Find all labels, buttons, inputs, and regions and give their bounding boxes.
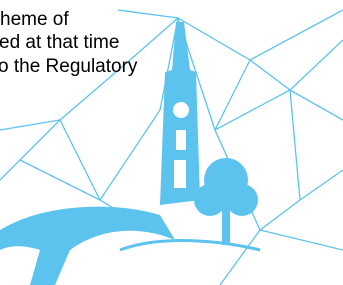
text-line: o the Regulatory [0, 56, 137, 78]
text-line: ed at that time [0, 32, 119, 54]
text-line: heme of [0, 9, 69, 31]
page: heme of ed at that time o the Regulatory [0, 0, 343, 285]
